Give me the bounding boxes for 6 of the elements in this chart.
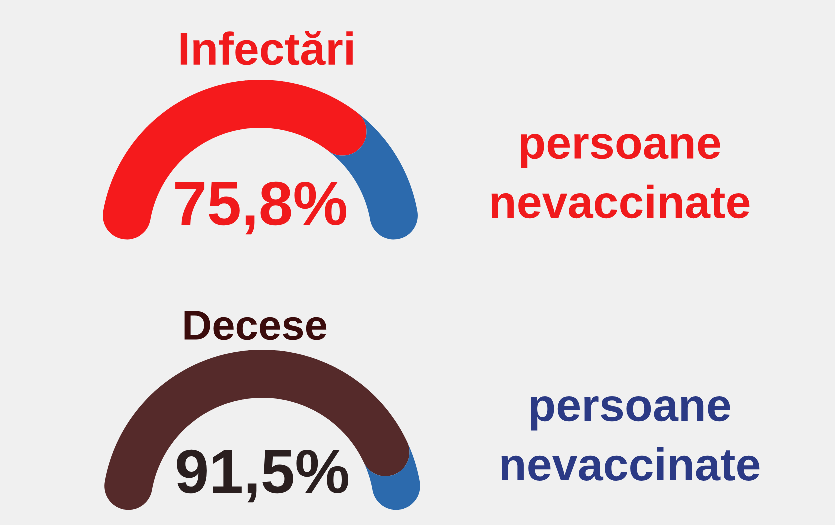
text: persoane nevaccinate [502,396,760,481]
data-label: 75,8% [176,182,346,235]
text: persoane nevaccinate [492,134,750,219]
chart-title: Decese [184,311,327,340]
chart-title: Infectări [180,31,353,66]
data-label: 91,5% [177,450,348,503]
